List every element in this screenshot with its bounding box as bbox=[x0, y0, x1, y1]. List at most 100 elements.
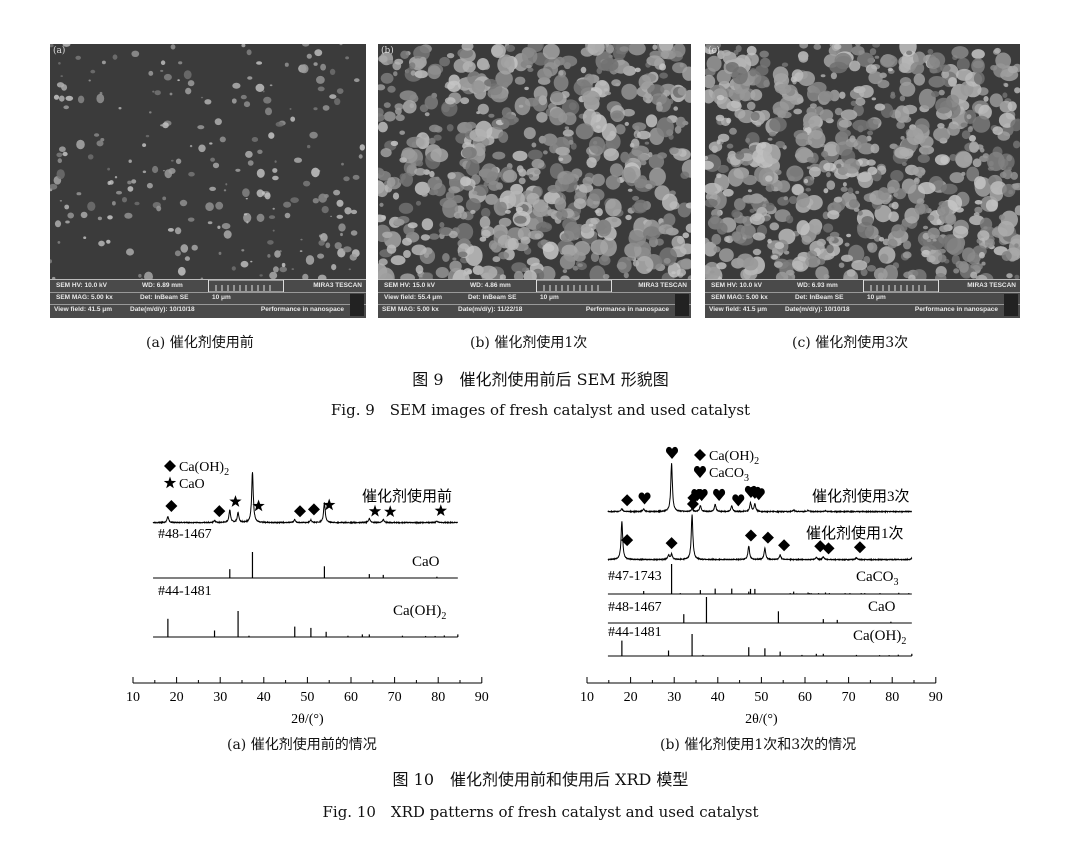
star-peak-marker bbox=[368, 504, 382, 517]
info-wd: WD: 6.93 mm bbox=[797, 282, 838, 289]
diamond-icon bbox=[164, 460, 176, 472]
star-icon bbox=[163, 476, 177, 489]
fig10-title-en: Fig. 10 XRD patterns of fresh catalyst a… bbox=[322, 803, 759, 821]
sem-micrograph bbox=[705, 44, 1020, 280]
x-tick-label: 10 bbox=[126, 690, 140, 705]
phase-subscript: 3 bbox=[894, 577, 899, 588]
reference-phase-label: CaO bbox=[868, 599, 896, 615]
heart-peak-marker bbox=[638, 492, 651, 505]
diamond-peak-marker bbox=[778, 539, 791, 552]
sem-caption-c: (c) 催化剂使用3次 bbox=[792, 335, 909, 351]
pdf-card-number: #44-1481 bbox=[608, 625, 662, 640]
diamond-peak-marker bbox=[744, 529, 757, 542]
info-det: Det: InBeam SE bbox=[140, 294, 189, 301]
diamond-peak-marker bbox=[814, 540, 827, 553]
info-date: Date(m/d/y): 11/22/18 bbox=[458, 306, 523, 313]
x-tick-label: 90 bbox=[475, 690, 489, 705]
legend-label: Ca(OH)2 bbox=[709, 449, 759, 467]
info-brand: MIRA3 TESCAN bbox=[638, 282, 687, 289]
info-brand: MIRA3 TESCAN bbox=[313, 282, 362, 289]
heart-peak-marker bbox=[732, 494, 745, 507]
x-tick-label: 70 bbox=[842, 690, 856, 705]
info-date: Date(m/d/y): 10/10/18 bbox=[785, 306, 850, 313]
pdf-card-number: #44-1481 bbox=[158, 584, 212, 599]
heart-peak-marker bbox=[752, 488, 765, 501]
diamond-peak-marker bbox=[621, 534, 634, 547]
x-tick-label: 60 bbox=[798, 690, 812, 705]
panel-label: (c) bbox=[708, 46, 721, 56]
info-row3: SEM MAG: 5.00 kx bbox=[382, 306, 439, 313]
fig9-title: 图 9 催化剂使用前后 SEM 形貌图 bbox=[412, 370, 669, 389]
diamond-peak-marker bbox=[307, 503, 320, 516]
diamond-peak-marker bbox=[213, 505, 226, 518]
x-tick-label: 40 bbox=[711, 690, 725, 705]
info-hv: SEM HV: 15.0 kV bbox=[384, 282, 435, 289]
info-wd: WD: 4.86 mm bbox=[470, 282, 511, 289]
x-tick-label: 40 bbox=[257, 690, 271, 705]
pattern-label: 催化剂使用1次 bbox=[806, 525, 904, 542]
pdf-card-number: #48-1467 bbox=[158, 527, 212, 542]
diamond-peak-marker bbox=[761, 531, 774, 544]
diamond-peak-marker bbox=[665, 537, 678, 550]
x-tick-label: 20 bbox=[624, 690, 638, 705]
diamond-peak-marker bbox=[293, 505, 306, 518]
xrd-chart-b: 10 20 30 40 50 60 70 80 902θ/(°)Ca(OH)2CaCO3催化剂使… bbox=[580, 446, 943, 727]
sem-image-a: (a) SEM HV: 10.0 kV WD: 6.89 mm MIRA3 TES… bbox=[50, 44, 366, 318]
x-tick-label: 50 bbox=[300, 690, 314, 705]
star-peak-marker bbox=[229, 495, 242, 507]
x-axis-label: 2θ/(°) bbox=[291, 712, 324, 727]
info-brand: MIRA3 TESCAN bbox=[967, 282, 1016, 289]
x-tick-label: 50 bbox=[754, 690, 768, 705]
scale-bar-icon bbox=[536, 280, 612, 292]
sem-info-bar: SEM HV: 10.0 kV WD: 6.93 mm MIRA3 TESCAN … bbox=[705, 279, 1020, 318]
reference-phase-label: CaO bbox=[412, 554, 440, 570]
legend-subscript: 3 bbox=[744, 473, 749, 484]
star-peak-marker bbox=[323, 498, 336, 511]
x-tick-label: 60 bbox=[344, 690, 358, 705]
reference-phase-label: CaCO3 bbox=[856, 569, 899, 588]
x-tick-label: 30 bbox=[213, 690, 227, 705]
legend-label: CaO bbox=[179, 477, 205, 492]
tescan-logo-icon bbox=[350, 294, 364, 316]
diamond-peak-marker bbox=[822, 542, 835, 555]
heart-peak-marker bbox=[666, 446, 679, 459]
fig10-xrd-charts: 10 20 30 40 50 60 70 80 902θ/(°)Ca(OH)2CaO催化剂使用前… bbox=[126, 446, 943, 727]
info-scale: 10 μm bbox=[212, 294, 231, 301]
star-peak-marker bbox=[384, 505, 397, 517]
reference-phase-label: Ca(OH)2 bbox=[393, 603, 446, 622]
sem-caption-b: (b) 催化剂使用1次 bbox=[470, 335, 588, 351]
xrd-pattern bbox=[607, 463, 913, 514]
info-row2: SEM MAG: 5.00 kx bbox=[56, 294, 113, 301]
info-scale: 10 μm bbox=[867, 294, 886, 301]
scale-bar-icon bbox=[863, 280, 939, 292]
info-row2: View field: 55.4 μm bbox=[384, 294, 443, 301]
info-det: Det: InBeam SE bbox=[468, 294, 517, 301]
legend-subscript: 2 bbox=[224, 467, 229, 478]
panel-label: (a) bbox=[53, 46, 66, 56]
fig10-title: 图 10 催化剂使用前和使用后 XRD 模型 bbox=[392, 770, 689, 789]
sem-info-bar: SEM HV: 10.0 kV WD: 6.89 mm MIRA3 TESCAN … bbox=[50, 279, 366, 318]
legend-label: CaCO3 bbox=[709, 466, 749, 484]
tescan-logo-icon bbox=[675, 294, 689, 316]
heart-peak-marker bbox=[695, 489, 708, 502]
legend-subscript: 2 bbox=[754, 456, 759, 467]
x-tick-label: 80 bbox=[431, 690, 445, 705]
info-perf: Performance in nanospace bbox=[585, 306, 669, 313]
panel-label: (b) bbox=[381, 46, 394, 56]
info-det: Det: InBeam SE bbox=[795, 294, 844, 301]
sem-micrograph bbox=[378, 44, 691, 280]
reference-phase-label: Ca(OH)2 bbox=[853, 628, 906, 647]
info-hv: SEM HV: 10.0 kV bbox=[711, 282, 762, 289]
x-tick-label: 70 bbox=[388, 690, 402, 705]
pattern-label: 催化剂使用前 bbox=[362, 488, 452, 505]
star-peak-marker bbox=[252, 499, 265, 512]
fig10b-caption: (b) 催化剂使用1次和3次的情况 bbox=[660, 737, 857, 753]
info-row2: SEM MAG: 5.00 kx bbox=[711, 294, 768, 301]
legend-label: Ca(OH)2 bbox=[179, 460, 229, 478]
xrd-chart-a: 10 20 30 40 50 60 70 80 902θ/(°)Ca(OH)2CaO催化剂使用前… bbox=[126, 460, 489, 727]
info-row3: View field: 41.5 μm bbox=[709, 306, 768, 313]
diamond-peak-marker bbox=[165, 499, 178, 512]
diamond-icon bbox=[694, 449, 706, 461]
x-axis-label: 2θ/(°) bbox=[745, 712, 778, 727]
